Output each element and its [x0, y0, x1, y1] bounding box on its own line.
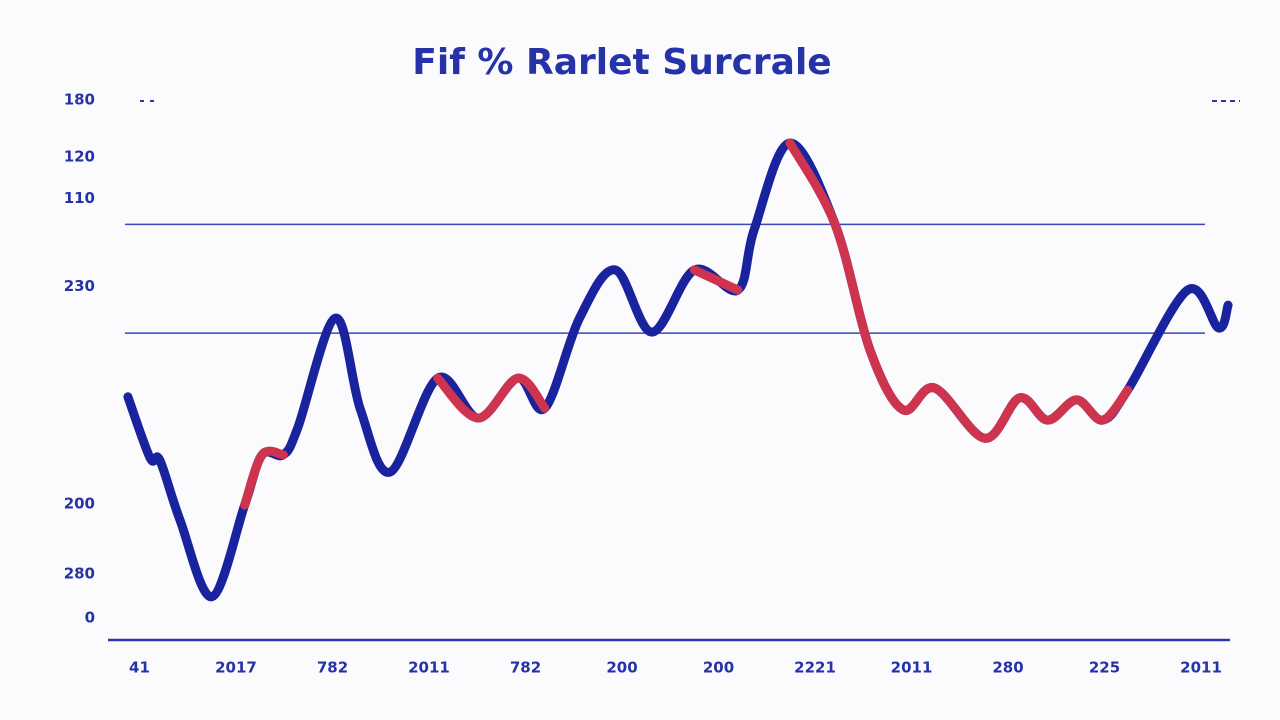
- y-tick-label: 110: [64, 189, 95, 207]
- x-tick-label: 2011: [1180, 659, 1222, 677]
- x-tick-label: 225: [1089, 659, 1120, 677]
- x-tick-label: 782: [510, 659, 541, 677]
- y-tick-label: 280: [64, 564, 95, 582]
- data-line: [123, 138, 1233, 602]
- x-tick-label: 41: [129, 659, 150, 677]
- x-tick-label: 2011: [408, 659, 450, 677]
- x-tick-label: 782: [317, 659, 348, 677]
- y-tick-label: 180: [64, 91, 95, 109]
- x-tick-label: 2017: [215, 659, 257, 677]
- y-tick-label: 0: [85, 609, 95, 627]
- y-tick-label: 200: [64, 495, 95, 513]
- y-tick-label: 120: [64, 147, 95, 165]
- x-tick-label: 2221: [794, 659, 836, 677]
- x-tick-label: 280: [992, 659, 1023, 677]
- y-tick-label: 230: [64, 277, 95, 295]
- data-line: [240, 138, 1133, 510]
- chart-title: Fif % Rarlet Surcrale: [412, 42, 831, 83]
- x-tick-label: 2011: [891, 659, 933, 677]
- x-tick-label: 200: [703, 659, 734, 677]
- x-tick-label: 200: [606, 659, 637, 677]
